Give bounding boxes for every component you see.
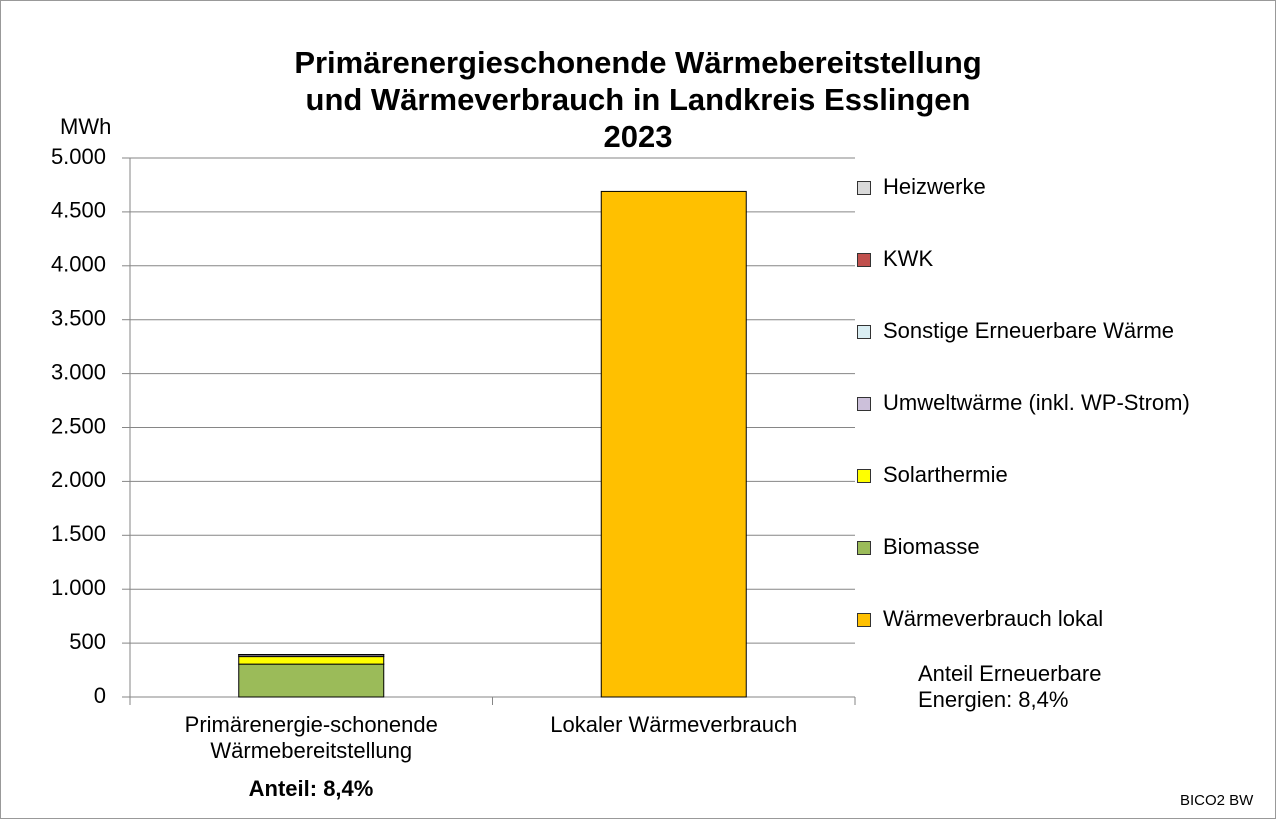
y-tick-label: 3.500 <box>51 306 106 331</box>
title-line: und Wärmeverbrauch in Landkreis Esslinge… <box>305 82 971 117</box>
legend-item: Wärmeverbrauch lokal <box>857 606 1242 632</box>
x-tick-label: Lokaler Wärmeverbrauch <box>550 712 798 737</box>
title-line: 2023 <box>603 119 673 154</box>
legend-item: Sonstige Erneuerbare Wärme <box>857 318 1242 344</box>
x-tick-label: Primärenergie-schonende Wärmebereitstell… <box>184 712 438 763</box>
annotation: Anteil: 8,4% <box>248 776 374 801</box>
legend-item: Biomasse <box>857 534 1242 560</box>
annotation: Anteil Erneuerbare Energien: 8,4% <box>918 661 1102 712</box>
legend-swatch <box>857 253 871 267</box>
legend-item: Heizwerke <box>857 174 1242 200</box>
bar-segment <box>238 656 385 665</box>
y-tick-label: 0 <box>94 683 106 708</box>
y-tick-label: 5.000 <box>51 144 106 169</box>
bar-segment <box>600 190 747 698</box>
bar-segment <box>238 663 385 698</box>
legend-label: Umweltwärme (inkl. WP-Strom) <box>883 390 1190 415</box>
y-tick-label: 3.000 <box>51 359 106 384</box>
legend-swatch <box>857 613 871 627</box>
legend-label: Solarthermie <box>883 462 1008 487</box>
legend-swatch <box>857 541 871 555</box>
legend-label: KWK <box>883 246 934 271</box>
source: BICO2 BW <box>1180 792 1254 809</box>
legend-swatch <box>857 469 871 483</box>
y-axis-label: MWh <box>60 114 111 139</box>
legend-item: Umweltwärme (inkl. WP-Strom) <box>857 390 1242 416</box>
legend-label: Heizwerke <box>883 174 986 199</box>
legend-swatch <box>857 325 871 339</box>
y-tick-label: 500 <box>69 629 106 654</box>
y-tick-label: 1.000 <box>51 575 106 600</box>
y-tick-label: 2.500 <box>51 413 106 438</box>
legend-swatch <box>857 181 871 195</box>
y-tick-label: 1.500 <box>51 521 106 546</box>
chart-title: Primärenergieschonende Wärmebereitstellu… <box>0 44 1276 155</box>
y-tick-label: 4.000 <box>51 252 106 277</box>
legend-label: Sonstige Erneuerbare Wärme <box>883 318 1175 343</box>
legend-item: KWK <box>857 246 1242 272</box>
y-tick-label: 2.000 <box>51 467 106 492</box>
legend-label: Wärmeverbrauch lokal <box>883 606 1104 631</box>
legend-item: Solarthermie <box>857 462 1242 488</box>
legend-label: Biomasse <box>883 534 980 559</box>
legend-swatch <box>857 397 871 411</box>
y-tick-label: 4.500 <box>51 198 106 223</box>
title-line: Primärenergieschonende Wärmebereitstellu… <box>294 45 982 80</box>
